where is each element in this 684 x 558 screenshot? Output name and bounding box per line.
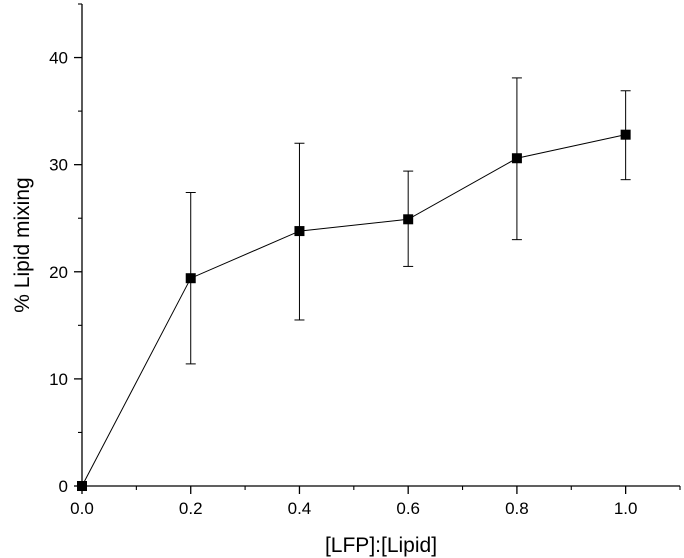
y-tick-label: 10 <box>49 370 68 389</box>
x-ticks: 0.0 0.2 0.4 0.6 0.8 1.0 <box>70 486 681 518</box>
y-tick-label: 40 <box>49 49 68 68</box>
y-axis-title: % Lipid mixing <box>11 177 34 312</box>
x-axis-title: [LFP]:[Lipid] <box>325 534 437 557</box>
data-point <box>294 226 305 237</box>
data-point <box>620 129 631 140</box>
x-tick-label: 0.8 <box>505 499 529 518</box>
x-tick-label: 1.0 <box>614 499 638 518</box>
x-tick-label: 0.6 <box>396 499 420 518</box>
x-tick-label: 0.4 <box>288 499 312 518</box>
y-ticks: 0 10 20 30 40 <box>49 3 82 496</box>
data-point <box>403 214 414 225</box>
y-tick-label: 30 <box>49 156 68 175</box>
y-tick-label: 0 <box>59 477 68 496</box>
x-tick-label: 0.0 <box>70 499 94 518</box>
data-point <box>185 273 196 284</box>
y-tick-label: 20 <box>49 263 68 282</box>
data-markers <box>77 129 631 491</box>
series-line-group <box>81 134 626 487</box>
axes <box>81 4 680 487</box>
series-line <box>81 134 626 487</box>
data-point <box>511 153 522 164</box>
x-tick-label: 0.2 <box>179 499 203 518</box>
